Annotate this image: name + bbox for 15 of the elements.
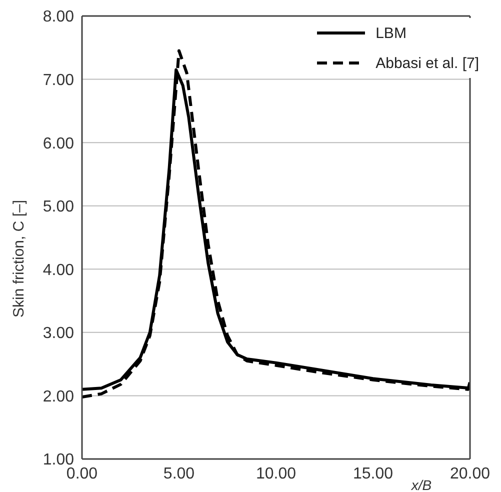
legend-label: LBM xyxy=(376,24,406,42)
y-tick-label: 7.00 xyxy=(42,72,74,89)
y-tick-label: 2.00 xyxy=(42,388,74,406)
legend-label: Abbasi et al. [7] xyxy=(376,54,479,72)
y-axis-title: Skin friction, C [–] xyxy=(10,200,28,318)
x-tick-label: 15.00 xyxy=(352,465,394,482)
y-tick-label: 6.00 xyxy=(42,135,74,152)
x-tick-label: 20.00 xyxy=(450,465,490,482)
x-tick-label: 10.00 xyxy=(256,465,296,482)
y-tick-label: 4.00 xyxy=(42,262,74,279)
x-axis-title: x/B xyxy=(410,477,432,492)
y-tick-label: 3.00 xyxy=(42,325,74,342)
x-tick-label: 5.00 xyxy=(163,465,195,482)
y-tick-label: 5.00 xyxy=(42,198,74,216)
y-tick-label: 8.00 xyxy=(42,8,74,26)
